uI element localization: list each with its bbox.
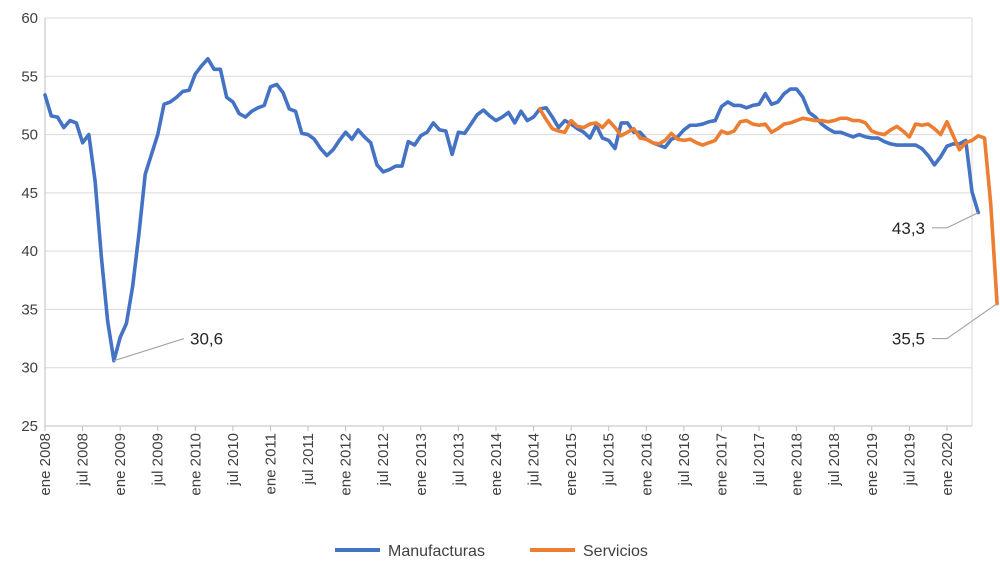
x-tick-label: jul 2018 [826, 433, 843, 487]
annotation-leader-line [932, 303, 998, 340]
x-tick-label: jul 2016 [676, 433, 693, 487]
y-tick-label: 60 [21, 10, 38, 27]
y-tick-label: 35 [21, 301, 38, 318]
legend: Manufacturas Servicios [335, 543, 648, 560]
x-tick-label: ene 2010 [187, 433, 204, 496]
y-tick-label: 45 [21, 185, 38, 202]
x-tick-label: ene 2018 [789, 433, 806, 496]
x-tick-label: jul 2017 [751, 433, 768, 487]
x-tick-label: ene 2013 [413, 433, 430, 496]
x-tick-label: ene 2012 [338, 433, 355, 496]
x-axis-tick-labels: ene 2008 jul 2008 ene 2009 jul 2009 ene 2010… [37, 426, 956, 496]
annotation-leader-line [113, 337, 185, 362]
x-tick-label: ene 2019 [864, 433, 881, 496]
x-tick-label: ene 2015 [563, 433, 580, 496]
x-tick-label: jul 2011 [300, 433, 317, 485]
x-tick-label: ene 2017 [713, 433, 730, 496]
y-tick-label: 25 [21, 418, 38, 435]
x-tick-label: jul 2013 [450, 433, 467, 487]
annotation-label: 35,5 [892, 330, 925, 349]
y-tick-label: 30 [21, 360, 38, 377]
legend-label-servicios: Servicios [583, 543, 648, 560]
x-tick-label: jul 2014 [526, 433, 543, 487]
annotation-label: 43,3 [892, 219, 925, 238]
gridlines [44, 17, 973, 427]
x-tick-label: jul 2019 [901, 433, 918, 487]
x-tick-label: ene 2011 [262, 433, 279, 494]
x-tick-label: ene 2008 [37, 433, 54, 496]
y-tick-label: 55 [21, 68, 38, 85]
x-tick-label: ene 2009 [112, 433, 129, 496]
series-line-servicios [538, 107, 999, 306]
series-line-manufacturas [43, 57, 981, 363]
annotations: 30,6 43,3 35,5 [113, 212, 998, 362]
x-tick-label: jul 2015 [601, 433, 618, 487]
x-tick-label: ene 2020 [939, 433, 956, 496]
y-axis-tick-labels: 25 30 35 40 45 50 55 60 [21, 10, 38, 435]
x-tick-label: jul 2008 [75, 433, 92, 487]
y-tick-label: 40 [21, 243, 38, 260]
legend-label-manufacturas: Manufacturas [388, 543, 485, 560]
series-lines [43, 57, 999, 363]
annotation-leader-line [932, 212, 979, 229]
x-tick-label: jul 2010 [225, 433, 242, 487]
annotation-label: 30,6 [190, 330, 223, 349]
x-tick-label: ene 2016 [638, 433, 655, 496]
x-tick-label: jul 2012 [375, 433, 392, 487]
y-tick-label: 50 [21, 127, 38, 144]
x-tick-label: jul 2009 [150, 433, 167, 487]
x-tick-label: ene 2014 [488, 433, 505, 496]
